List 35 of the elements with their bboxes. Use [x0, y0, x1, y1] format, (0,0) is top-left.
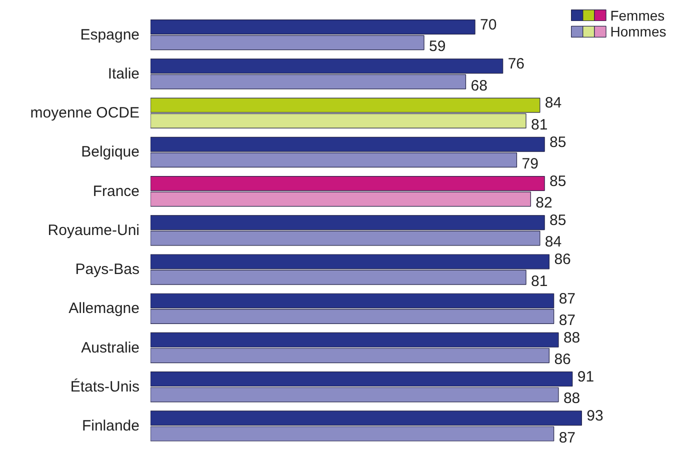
- data-label: 87: [558, 312, 576, 329]
- data-label: 86: [554, 351, 571, 368]
- data-label: 84: [544, 234, 562, 251]
- y-tick-label: France: [92, 182, 140, 200]
- y-tick-label: Espagne: [80, 26, 140, 44]
- y-tick-label: moyenne OCDE: [30, 104, 140, 122]
- data-label: 68: [470, 77, 488, 94]
- y-tick-label: Pays-Bas: [75, 261, 140, 278]
- y-tick-label: Finlande: [82, 417, 140, 434]
- y-tick-label: États-Unis: [70, 377, 140, 396]
- data-label: 79: [522, 156, 538, 173]
- data-label: 59: [429, 38, 446, 56]
- legend-label: Hommes: [610, 24, 666, 40]
- data-label: 76: [508, 56, 525, 73]
- data-label: 88: [563, 390, 580, 408]
- data-label: 84: [544, 94, 562, 112]
- data-label: 86: [554, 251, 571, 268]
- data-label: 87: [558, 290, 576, 308]
- data-label: 85: [550, 134, 566, 151]
- y-tick-label: Italie: [108, 65, 140, 82]
- data-label: 87: [558, 429, 576, 446]
- data-label: 81: [531, 116, 548, 134]
- y-tick-label: Belgique: [81, 144, 140, 161]
- data-label: 85: [550, 172, 566, 190]
- data-label: 85: [550, 212, 566, 230]
- y-tick-label: Allemagne: [68, 300, 140, 318]
- data-label: 81: [531, 272, 548, 290]
- y-tick-label: Royaume-Uni: [48, 222, 140, 239]
- y-tick-label: Australie: [81, 339, 140, 356]
- data-label: 93: [586, 408, 604, 425]
- data-label: 82: [536, 194, 552, 212]
- data-label: 88: [563, 329, 580, 346]
- data-label: 70: [480, 16, 497, 34]
- legend-label: Femmes: [610, 7, 665, 24]
- data-label: 91: [577, 368, 594, 386]
